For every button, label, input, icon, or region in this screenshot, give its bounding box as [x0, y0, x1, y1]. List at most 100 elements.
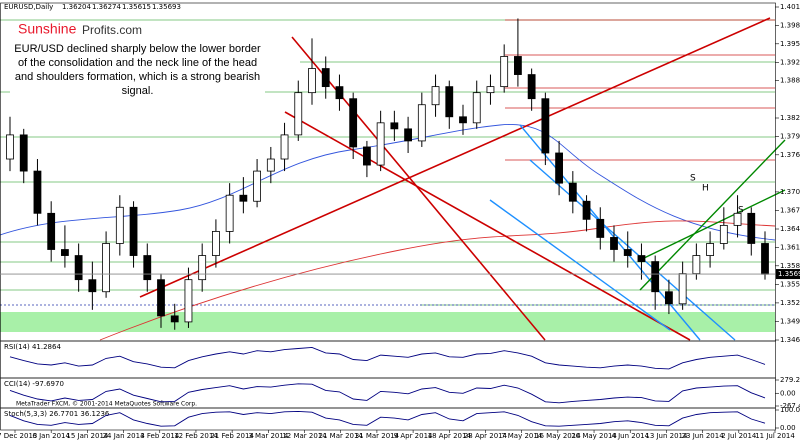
x-tick-label: 16 May 2014	[535, 432, 581, 440]
candle-body	[308, 68, 316, 94]
y-tick-label: 1.35215	[780, 299, 800, 307]
candle-body	[747, 212, 756, 244]
candle-body	[143, 255, 152, 281]
candle-body	[253, 170, 261, 202]
logo-word2: Profits.com	[82, 23, 142, 37]
pattern-label: H	[702, 184, 709, 194]
x-tick-label: 9 Apr 2014	[394, 432, 433, 440]
candle-body	[280, 134, 289, 160]
y-tick-label: 1.39200	[780, 59, 800, 67]
current-price-box	[776, 269, 800, 280]
plot	[6, 18, 769, 330]
indicator-name: CCI(14) -97.6970	[4, 380, 64, 388]
y-tick-label: 1.37975	[780, 132, 800, 140]
candle-body	[157, 279, 165, 317]
pattern-label: S	[738, 206, 744, 216]
x-tick-label: 7 May 2014	[501, 432, 543, 440]
support-zone	[0, 312, 775, 332]
candle-body	[500, 56, 509, 88]
y-tick-label: 1.36750	[780, 206, 800, 214]
x-tick-label: 2 Jul 2014	[721, 432, 757, 440]
x-tick-label: 26 May 2014	[571, 432, 617, 440]
candle-body	[431, 86, 440, 106]
candle-body	[198, 255, 207, 281]
candle-body	[541, 98, 550, 154]
x-tick-label: 11 Jul 2014	[755, 432, 795, 440]
candle-body	[623, 249, 632, 256]
candle-body	[47, 212, 56, 250]
candle-body	[665, 291, 673, 305]
candle-body	[651, 261, 660, 293]
candle-body	[417, 104, 426, 142]
current-price-label: 1.35693	[778, 270, 800, 278]
candle-body	[582, 200, 591, 220]
candle-body	[445, 86, 454, 118]
y-tick-label: 1.34910	[780, 317, 800, 325]
indicator-name: Stoch(5,3,3) 26.7701 36.1236	[4, 410, 110, 418]
x-tick-label: 21 Feb 2014	[210, 432, 254, 440]
candle-body	[376, 122, 385, 166]
copyright: MetaTrader FXCM, © 2001-2014 MetaQuotes …	[16, 401, 197, 408]
header-close: 1.35693	[152, 3, 181, 11]
pattern-label: S	[690, 174, 696, 184]
indicator-name: RSI(14) 41.2864	[4, 343, 61, 351]
candle-body	[610, 237, 618, 250]
indicator-tick-label: 100.00	[780, 406, 800, 414]
logo-word1: Sunshine	[18, 21, 77, 37]
indicator-line	[9, 346, 766, 370]
header-symbol: EURUSD,Daily	[4, 3, 53, 11]
ma-red	[99, 220, 776, 341]
y-tick-label: 1.36440	[780, 225, 800, 233]
x-tick-label: 15 Jan 2014	[66, 432, 109, 440]
candle-body	[637, 255, 646, 262]
y-tick-label: 1.35520	[780, 281, 800, 289]
candle-body	[486, 86, 495, 94]
x-tick-label: 13 Jun 2014	[645, 432, 688, 440]
indicator-line	[9, 410, 766, 427]
candle-body	[678, 273, 687, 305]
candle-body	[266, 158, 275, 172]
y-tick-label: 1.34600	[780, 336, 800, 344]
y-tick-label: 1.39810	[780, 22, 800, 30]
annotation: EUR/USD declined sharply below the lower…	[10, 42, 265, 98]
indicator-line	[9, 383, 766, 404]
indicator-tick-label: 0.00	[780, 424, 796, 432]
candle-body	[706, 243, 714, 256]
y-tick-label: 1.39510	[780, 40, 800, 48]
candle-body	[568, 182, 577, 202]
candle-body	[129, 206, 138, 256]
fib-red-lines	[505, 19, 775, 161]
x-tick-label: 18 Apr 2014	[428, 432, 472, 440]
candle-body	[596, 218, 605, 238]
y-tick-label: 1.37055	[780, 188, 800, 196]
x-tick-label: 31 Mar 2014	[355, 432, 400, 440]
candle-body	[733, 212, 742, 226]
x-tick-label: 12 Feb 2014	[174, 432, 218, 440]
x-tick-label: 28 Apr 2014	[464, 432, 508, 440]
candle-body	[692, 255, 701, 275]
x-tick-label: 12 Mar 2014	[282, 432, 327, 440]
header-high: 1.36274	[92, 3, 121, 11]
candle-body	[555, 152, 563, 184]
trend-lines-green	[639, 139, 786, 291]
candle-body	[527, 74, 536, 100]
y-tick-label: 1.35830	[780, 262, 800, 270]
x-tick-label: 21 Mar 2014	[319, 432, 364, 440]
candle-body	[19, 134, 28, 172]
header-low: 1.35615	[122, 3, 151, 11]
candle-body	[170, 315, 179, 323]
candle-body	[102, 243, 110, 293]
x-tick-label: 3 Mar 2014	[248, 432, 288, 440]
candle-body	[390, 122, 399, 130]
indicator-tick-label: 279.2158	[780, 376, 800, 384]
candle-body	[184, 279, 193, 323]
candle-body	[514, 56, 522, 75]
candle-body	[61, 249, 69, 256]
candle-body	[335, 86, 344, 100]
trend-lines-red	[139, 17, 771, 341]
candle-body	[88, 279, 97, 293]
y-tick-label: 1.38280	[780, 114, 800, 122]
candle-body	[6, 134, 14, 160]
x-tick-label: 23 Jun 2014	[682, 432, 725, 440]
candle-body	[294, 92, 303, 136]
